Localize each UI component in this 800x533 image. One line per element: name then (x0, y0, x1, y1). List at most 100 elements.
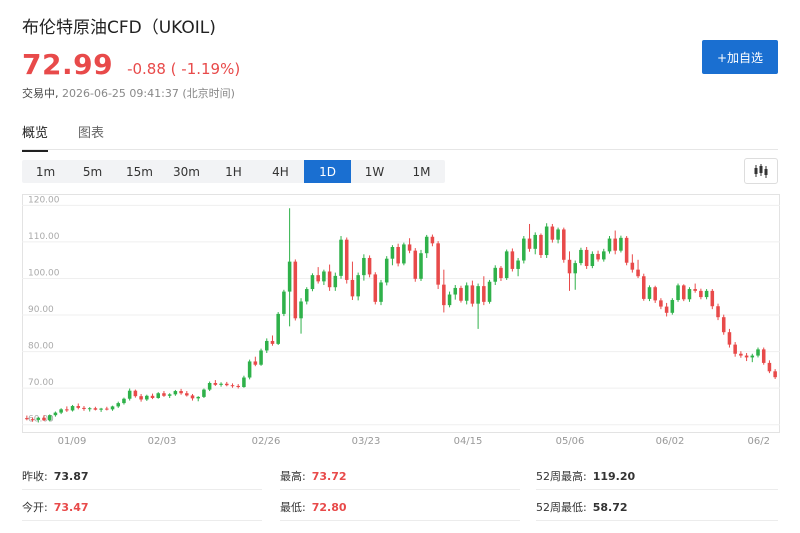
candle-body (516, 260, 520, 269)
stat-low-label: 最低: (280, 501, 306, 514)
candle-body (145, 395, 149, 400)
candle-body (167, 394, 172, 396)
stat-prev-close-label: 昨收: (22, 470, 48, 483)
candle-body (105, 408, 109, 410)
x-tick-label: 02/26 (252, 436, 281, 447)
view-tabs: 概览 图表 (22, 122, 104, 152)
price-chart[interactable]: 60.00 70.00 80.00 90.00 100.00 110.00 120.00 01… (22, 194, 780, 450)
trading-status-label: 交易中, (22, 87, 59, 100)
candle-body (607, 238, 612, 252)
candle-body (453, 287, 458, 295)
candle-body (333, 275, 338, 288)
add-to-watchlist-button[interactable]: +加自选 (702, 40, 778, 74)
candle-body (619, 237, 623, 251)
candle-body (430, 236, 435, 244)
candle-body (322, 271, 326, 282)
candle-body (527, 238, 532, 249)
candle-body (676, 285, 680, 301)
candle-body (173, 391, 178, 395)
tab-chart[interactable]: 图表 (78, 126, 105, 141)
candle-body (567, 259, 572, 274)
period-1w[interactable]: 1W (364, 164, 385, 179)
candle-body (196, 396, 200, 399)
candle-body (436, 243, 440, 285)
candle-body (744, 355, 749, 358)
candle-body (207, 383, 212, 390)
candle-body (664, 306, 669, 313)
candle-body (390, 246, 395, 259)
candle-body (459, 287, 463, 301)
candle-body (53, 412, 58, 416)
stat-prev-close-value: 73.87 (53, 470, 89, 483)
stat-52w-high-value: 119.20 (592, 470, 636, 483)
candle-body (641, 276, 646, 299)
stat-open: 今开: 73.47 (22, 499, 89, 515)
candle-body (59, 409, 63, 413)
candle-body (47, 415, 52, 421)
stat-divider (22, 520, 262, 521)
candle-body (276, 313, 280, 344)
candle-body (442, 284, 446, 306)
candle-body (721, 317, 726, 333)
period-1m[interactable]: 1m (35, 164, 56, 179)
period-4h[interactable]: 4H (272, 164, 289, 179)
candle-body (624, 237, 629, 263)
stat-divider (280, 489, 520, 490)
candle-body (767, 362, 772, 372)
candle-body (482, 286, 486, 302)
candle-body (396, 246, 400, 264)
stat-open-value: 73.47 (53, 501, 89, 514)
candle-body (653, 287, 657, 301)
period-15m[interactable]: 15m (126, 164, 153, 179)
candle-body (42, 417, 46, 421)
candle-body (179, 391, 183, 394)
candle-body (756, 349, 760, 356)
candle-body (127, 390, 132, 399)
candle-body (499, 267, 503, 279)
candle-body (647, 287, 652, 299)
stat-open-label: 今开: (22, 501, 48, 514)
candle-body (464, 285, 469, 301)
candle-body (236, 385, 240, 388)
period-1d[interactable]: 1D (304, 160, 351, 183)
candle-body (225, 383, 229, 386)
candle-body (384, 258, 389, 283)
candle-body (584, 249, 589, 267)
x-tick-label: 05/06 (556, 436, 585, 447)
candle-body (36, 417, 41, 420)
candle-body (424, 236, 429, 254)
candle-body (510, 251, 515, 269)
candle-body (710, 290, 715, 307)
candle-body (122, 398, 126, 404)
tab-overview[interactable]: 概览 (22, 122, 49, 152)
stat-divider (280, 520, 520, 521)
candle-body (156, 393, 161, 398)
period-5m[interactable]: 5m (82, 164, 103, 179)
chart-type-button[interactable] (744, 158, 778, 184)
x-tick-label: 06/2 (748, 436, 770, 447)
stat-52w-high-label: 52周最高: (536, 470, 587, 483)
period-1h[interactable]: 1H (225, 164, 242, 179)
candle-body (316, 275, 320, 282)
stat-52w-low-label: 52周最低: (536, 501, 587, 514)
candle-body (716, 306, 720, 318)
trading-status: 交易中, 2026-06-25 09:41:37 (北京时间) (22, 85, 235, 101)
candle-body (699, 290, 703, 298)
candle-body (681, 285, 686, 300)
candle-body (362, 257, 366, 276)
period-30m[interactable]: 30m (173, 164, 200, 179)
period-selector: 1m 5m 15m 30m 1H 4H 1D 1W 1M (22, 160, 445, 183)
period-1mo[interactable]: 1M (412, 164, 431, 179)
candle-body (230, 385, 235, 387)
candle-body (339, 239, 343, 276)
candle-body (344, 239, 349, 280)
candle-body (30, 419, 35, 421)
candle-body (293, 261, 298, 319)
candle-body (379, 282, 383, 302)
stat-52w-high: 52周最高: 119.20 (536, 468, 635, 484)
candle-body (82, 407, 86, 409)
stat-divider (22, 489, 262, 490)
candle-body (487, 281, 492, 302)
y-tick-label: 120.00 (28, 195, 60, 205)
candle-body (761, 349, 766, 363)
